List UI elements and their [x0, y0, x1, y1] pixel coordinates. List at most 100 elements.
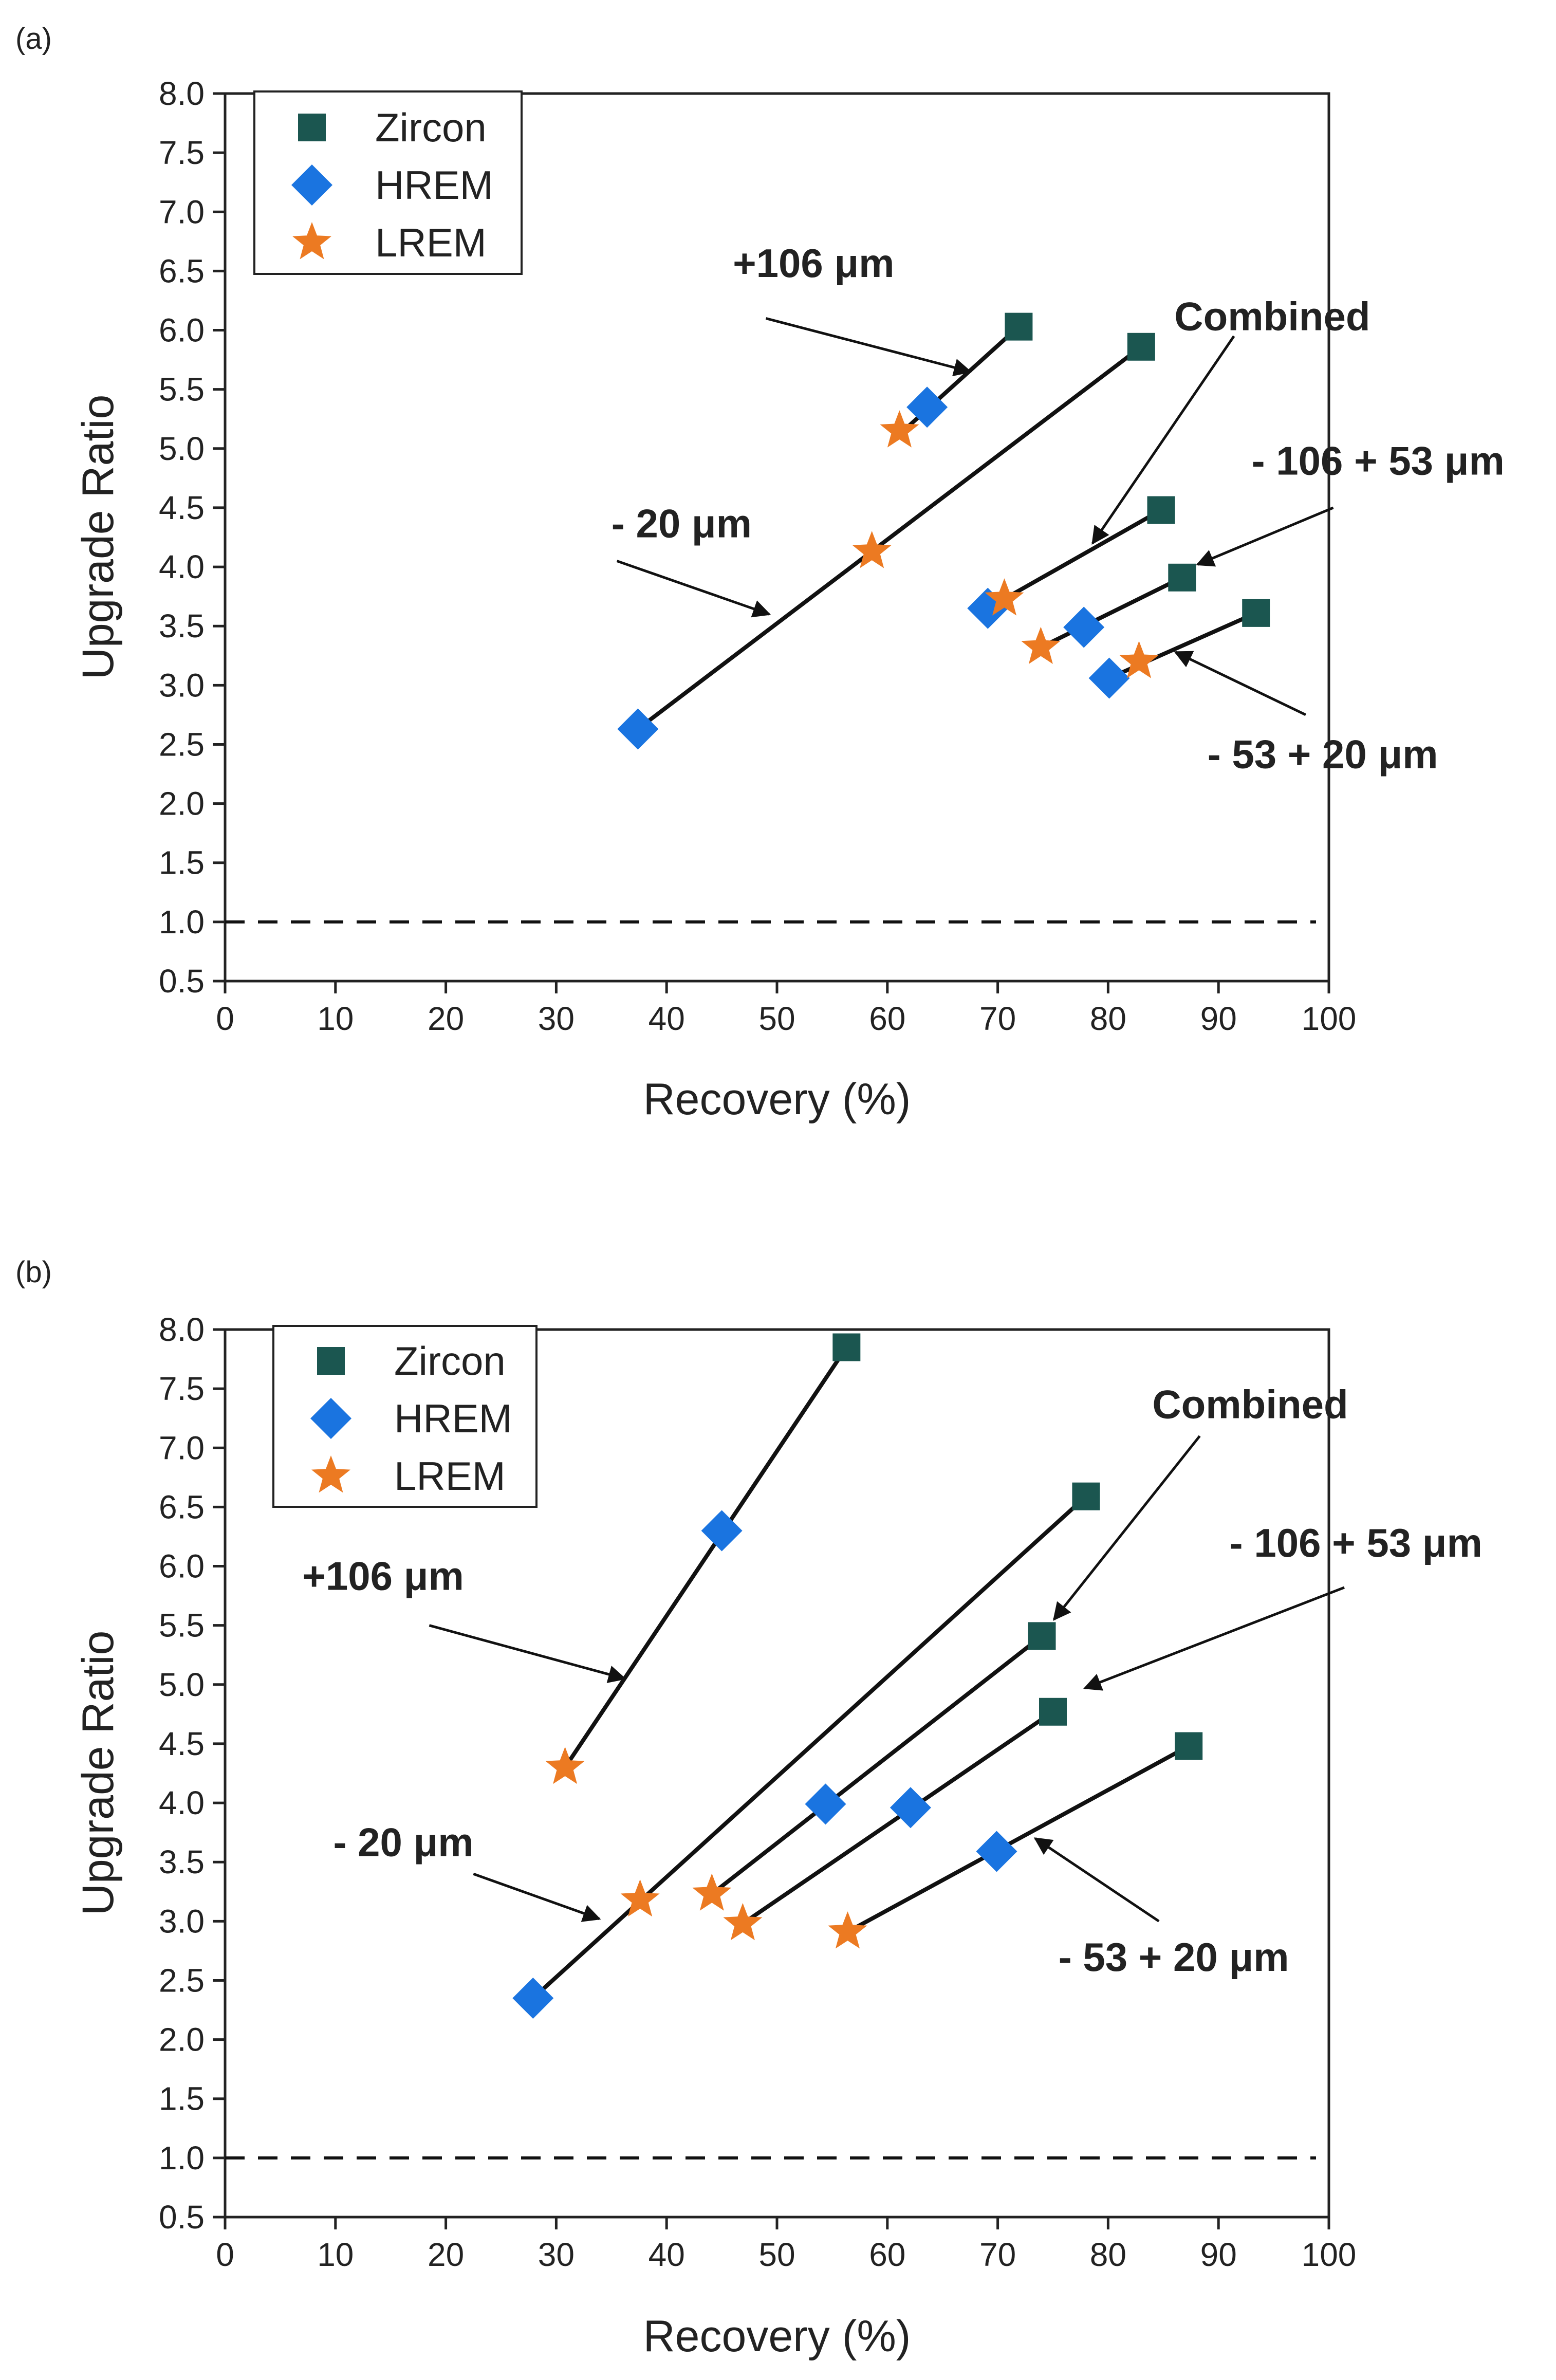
lrem-point	[1119, 641, 1159, 678]
fit-line	[563, 1346, 848, 1769]
zircon-point	[1242, 599, 1270, 627]
y-axis-title: Upgrade Ratio	[73, 395, 123, 680]
annotation-label: - 20 μm	[612, 501, 752, 546]
annotation-label: Combined	[1152, 1382, 1348, 1427]
annotation-label: - 53 + 20 μm	[1059, 1934, 1289, 1980]
y-tick-label: 5.5	[159, 371, 205, 408]
y-tick-label: 6.5	[159, 1488, 205, 1525]
y-tick-label: 6.5	[159, 252, 205, 289]
lrem-point	[1021, 626, 1061, 664]
legend-label: LREM	[394, 1453, 506, 1499]
y-tick-label: 1.0	[159, 2139, 205, 2176]
annotation-label: - 53 + 20 μm	[1208, 732, 1438, 777]
legend-label: LREM	[375, 220, 487, 265]
legend-zircon-marker	[317, 1347, 345, 1375]
chart-panel-b: (b) 0.5 1.0 1.5 2.0 2.5 3.0 3.5 4.0 4.5 5.0 5.5 6.0…	[15, 1256, 1483, 2361]
x-tick-label: 0	[216, 2236, 234, 2273]
annotation-label: Combined	[1174, 294, 1370, 339]
x-tick-label: 90	[1200, 1000, 1237, 1037]
legend-label: HREM	[394, 1396, 512, 1441]
y-tick-label: 5.0	[159, 430, 205, 467]
legend-hrem-marker	[310, 1398, 351, 1439]
legend-label: Zircon	[375, 105, 487, 150]
y-tick-label: 6.0	[159, 1548, 205, 1585]
y-tick-label: 4.0	[159, 548, 205, 585]
zircon-point	[832, 1333, 861, 1361]
y-tick-label: 5.0	[159, 1666, 205, 1703]
legend: Zircon HREM LREM	[272, 1325, 538, 1508]
y-tick-label: 7.0	[159, 193, 205, 230]
y-tick-label: 7.0	[159, 1429, 205, 1466]
panel-label: (a)	[15, 22, 52, 56]
annotation-arrow	[616, 560, 771, 618]
annotation-label: +106 μm	[302, 1554, 464, 1599]
zircon-point	[1005, 312, 1033, 341]
y-axis-title: Upgrade Ratio	[73, 1631, 123, 1916]
legend-label: Zircon	[394, 1338, 506, 1383]
x-tick-label: 40	[649, 2236, 685, 2273]
x-tick-label: 90	[1200, 2236, 1237, 2273]
hrem-point	[1088, 657, 1130, 699]
zircon-point	[1175, 1732, 1203, 1760]
annotation-arrow	[1052, 1435, 1201, 1621]
legend: Zircon HREM LREM	[253, 90, 523, 275]
zircon-point	[1072, 1482, 1100, 1510]
zircon-point	[1028, 1622, 1056, 1650]
fit-line	[710, 1634, 1043, 1896]
y-tick-label: 1.5	[159, 844, 205, 881]
annotation-arrow	[429, 1624, 626, 1683]
annotation-label: - 20 μm	[334, 1820, 474, 1865]
panel-label: (b)	[15, 1256, 52, 1289]
legend-label: HREM	[375, 162, 493, 208]
y-tick-label: 4.5	[159, 489, 205, 526]
x-tick-label: 0	[216, 1000, 234, 1037]
annotation-arrow	[473, 1872, 601, 1922]
y-tick-label: 2.0	[159, 2021, 205, 2058]
lrem-point	[828, 1911, 867, 1949]
x-tick-label: 20	[428, 2236, 464, 2273]
zircon-point	[1168, 563, 1196, 592]
y-tick-label: 6.0	[159, 312, 205, 349]
y-tick-label: 3.5	[159, 607, 205, 644]
y-tick-label: 2.0	[159, 785, 205, 822]
x-tick-label: 100	[1302, 2236, 1357, 2273]
y-tick-label: 2.5	[159, 726, 205, 763]
lrem-point	[852, 531, 892, 568]
annotation-arrow	[1083, 1586, 1345, 1691]
lrem-point	[880, 410, 919, 448]
annotation-label: - 106 + 53 μm	[1252, 438, 1505, 483]
lrem-point	[545, 1747, 585, 1784]
annotation-arrow	[1174, 651, 1306, 716]
y-tick-label: 0.5	[159, 2199, 205, 2236]
fit-line	[742, 1710, 1054, 1926]
y-tick-label: 1.5	[159, 2080, 205, 2117]
y-tick-label: 3.0	[159, 1903, 205, 1940]
lrem-point	[985, 578, 1024, 616]
hrem-point	[906, 386, 948, 428]
x-tick-label: 50	[758, 1000, 795, 1037]
hrem-point	[512, 1978, 554, 2019]
annotation-arrow	[1091, 335, 1235, 545]
annotation-label: - 106 + 53 μm	[1230, 1520, 1483, 1565]
lrem-point	[723, 1903, 763, 1941]
lrem-point	[692, 1873, 732, 1911]
x-tick-label: 10	[317, 2236, 354, 2273]
y-tick-label: 3.5	[159, 1843, 205, 1880]
y-tick-label: 7.5	[159, 1370, 205, 1407]
x-axis-title: Recovery (%)	[643, 2312, 911, 2361]
y-tick-label: 1.0	[159, 903, 205, 940]
legend-zircon-marker	[298, 114, 326, 141]
x-tick-label: 70	[979, 1000, 1016, 1037]
hrem-point	[890, 1787, 931, 1829]
hrem-point	[1063, 606, 1105, 648]
y-tick-label: 3.0	[159, 667, 205, 704]
x-tick-label: 80	[1090, 2236, 1126, 2273]
x-tick-label: 60	[869, 1000, 905, 1037]
annotation-arrow	[1033, 1837, 1160, 1923]
x-tick-label: 40	[649, 1000, 685, 1037]
annotation-arrow	[1196, 506, 1334, 567]
x-tick-label: 60	[869, 2236, 905, 2273]
x-tick-label: 10	[317, 1000, 354, 1037]
lrem-point	[620, 1879, 660, 1917]
